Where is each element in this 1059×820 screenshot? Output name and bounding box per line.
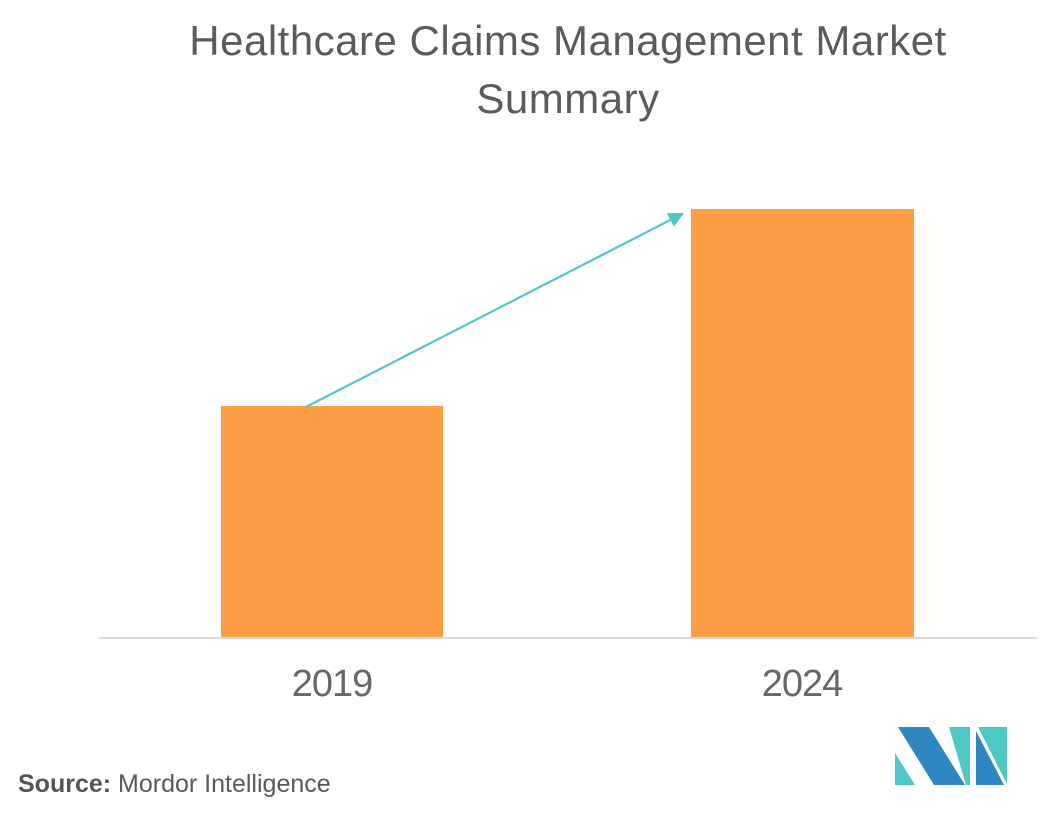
bar-2024	[691, 209, 914, 638]
source-name: Mordor Intelligence	[118, 770, 331, 798]
logo-left-teal-triangle	[895, 753, 915, 785]
logo-mid-teal-stroke	[949, 727, 970, 785]
mordor-intelligence-logo	[895, 727, 1007, 785]
logo-blue-diagonal-band	[898, 727, 965, 785]
x-tick-label-2024: 2024	[761, 663, 844, 705]
chart-title: Healthcare Claims Management Market Summ…	[189, 17, 947, 122]
x-tick-label-2019: 2019	[291, 663, 374, 705]
logo-right-blue-triangle	[976, 731, 1004, 785]
bar-2019	[221, 406, 443, 638]
logo-right-teal-triangle	[978, 727, 1007, 784]
source-attribution: Source: Mordor Intelligence	[18, 770, 331, 799]
x-axis-line	[99, 637, 1037, 639]
source-label: Source:	[18, 770, 112, 798]
